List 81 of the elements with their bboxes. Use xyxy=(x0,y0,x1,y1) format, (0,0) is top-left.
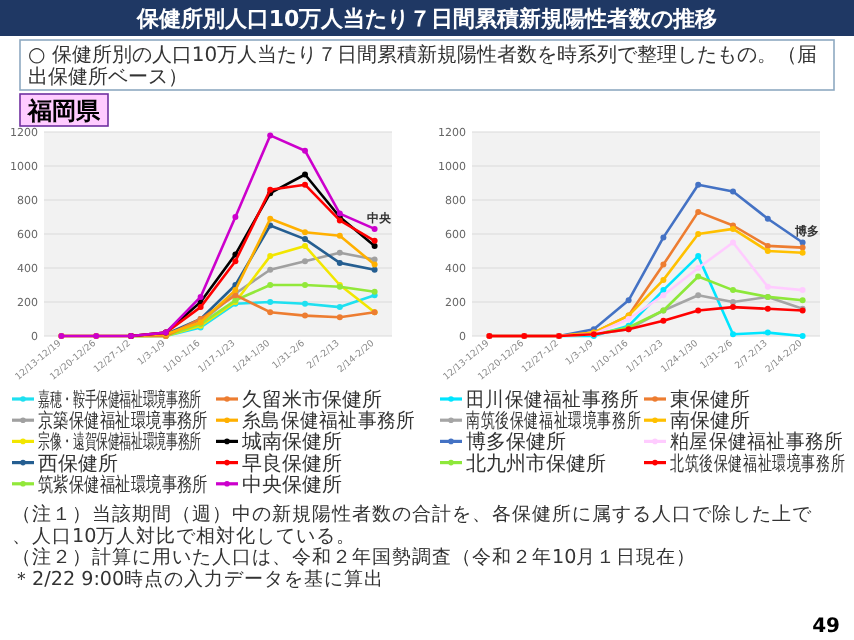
legend-label: 宗像・遠賀保健福祉環境事務所 xyxy=(38,429,201,454)
legend-label: 北九州市保健所 xyxy=(466,451,606,476)
point xyxy=(695,292,702,299)
point xyxy=(336,259,343,266)
point xyxy=(197,304,204,311)
point xyxy=(660,276,667,283)
point xyxy=(336,249,343,256)
text: 49 xyxy=(812,616,841,638)
point xyxy=(764,305,771,312)
point xyxy=(695,181,702,188)
line-series xyxy=(58,132,378,339)
chart-subtitle: ○ 保健所別の人口10万人当たり７日間累積新規陽性者数を時系列で整理したもの。（届出保健所ベース） xyxy=(28,43,818,89)
point xyxy=(695,265,702,271)
point xyxy=(660,317,667,324)
legend-label: 東保健所 xyxy=(670,388,750,412)
point xyxy=(336,232,343,239)
point xyxy=(730,188,736,195)
point xyxy=(267,309,274,316)
point xyxy=(660,234,667,241)
point xyxy=(197,293,204,300)
point xyxy=(764,248,771,254)
point xyxy=(660,261,667,268)
point xyxy=(302,258,308,265)
legend-label: 中央保健所 xyxy=(242,472,342,497)
text: 福岡県 xyxy=(26,97,102,125)
legend-label: 城南保健所 xyxy=(240,430,342,455)
line-series xyxy=(486,304,806,339)
point xyxy=(799,244,806,251)
point xyxy=(660,287,667,294)
point xyxy=(764,283,771,290)
text: （注１）当該期間（週）中の新規陽性者数の合計を、各保健所に属する人口で除した上で、人口10万人対比で相対化している。 xyxy=(12,502,814,548)
point xyxy=(371,242,378,249)
point xyxy=(764,329,771,336)
point xyxy=(799,239,806,246)
point xyxy=(302,312,308,319)
point xyxy=(764,215,771,222)
point xyxy=(302,147,308,154)
text: （注２）計算に用いた人口は、令和２年国勢調査（令和２年10月１日現在） xyxy=(12,545,697,570)
point xyxy=(302,181,308,188)
point xyxy=(371,266,378,273)
point xyxy=(695,208,702,215)
point xyxy=(267,215,274,222)
point xyxy=(336,314,343,321)
legend-label: 嘉穂・鞍手保健福祉環境事務所 xyxy=(38,386,201,411)
point xyxy=(730,239,736,246)
point xyxy=(267,132,274,139)
point xyxy=(371,225,378,232)
point xyxy=(730,331,736,338)
point xyxy=(302,171,308,178)
point xyxy=(371,261,378,268)
point xyxy=(695,273,702,280)
legend-label: 早良保健所 xyxy=(242,451,342,476)
point xyxy=(695,231,702,237)
point xyxy=(695,253,702,260)
legend-label: 糸島保健福祉事務所 xyxy=(242,408,416,434)
legend-label: 北筑後保健福祉環境事務所 xyxy=(670,451,846,477)
point xyxy=(799,287,806,294)
text: ＊2/22 9:00時点の入力データを基に算出 xyxy=(12,566,385,591)
legend-label: 久留米市保健所 xyxy=(242,388,382,412)
point xyxy=(799,297,806,304)
chart-title: 保健所別人口10万人当たり７日間累積新規陽性者数の推移 xyxy=(134,6,718,32)
legend-label: 京築保健福祉環境事務所 xyxy=(38,409,208,434)
point xyxy=(232,214,239,220)
point xyxy=(371,237,378,244)
point xyxy=(799,333,806,339)
point xyxy=(267,253,274,260)
point xyxy=(660,292,667,299)
point xyxy=(302,300,308,307)
legend-label: 博多保健所 xyxy=(466,430,566,455)
point xyxy=(267,266,274,273)
point xyxy=(232,258,239,265)
point xyxy=(764,242,771,249)
legend-label: 筑紫保健福祉環境事務所 xyxy=(38,472,208,498)
legend-label: 南保健所 xyxy=(670,409,750,434)
point xyxy=(625,297,632,304)
point xyxy=(799,249,806,256)
legend-label: 西保健所 xyxy=(38,451,118,476)
point xyxy=(695,307,702,314)
point xyxy=(302,229,308,236)
legend-label: 田川保健福祉事務所 xyxy=(466,387,640,413)
legend-label: 粕屋保健福祉事務所 xyxy=(670,429,844,455)
